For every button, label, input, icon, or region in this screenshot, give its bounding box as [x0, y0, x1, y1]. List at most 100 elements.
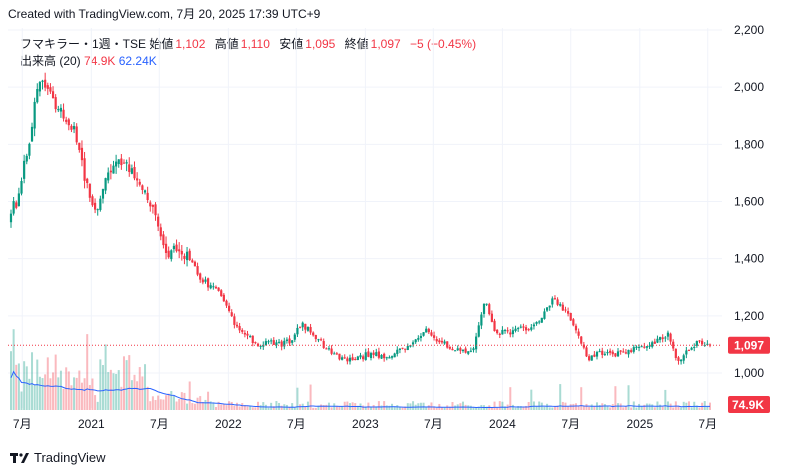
- candle-body: [383, 353, 386, 359]
- candle-body: [706, 343, 709, 345]
- candle-body: [356, 356, 359, 361]
- volume-bar: [88, 385, 91, 410]
- candles: [9, 72, 712, 365]
- volume-bar: [128, 355, 131, 410]
- candle-body: [330, 348, 333, 354]
- candle-body: [551, 298, 554, 305]
- volume-bar: [33, 384, 36, 410]
- volume-bar: [86, 334, 89, 410]
- y-tick-label: 1,800: [734, 137, 764, 151]
- candle-body: [59, 107, 63, 112]
- volume-bar: [419, 402, 422, 410]
- volume-bar: [485, 406, 488, 410]
- volume-bar: [645, 403, 648, 410]
- volume-bar: [448, 406, 451, 410]
- volume-bar: [296, 387, 299, 410]
- candle-body: [249, 336, 252, 338]
- volume-bar: [20, 391, 23, 410]
- volume-bar: [222, 403, 225, 410]
- candle-body: [485, 303, 488, 305]
- candle-body: [15, 202, 18, 208]
- candle-body: [490, 313, 493, 322]
- volume-bar: [159, 399, 162, 410]
- candle-body: [664, 337, 667, 339]
- candle-body: [364, 352, 367, 360]
- candle-body: [427, 328, 430, 333]
- candle-body: [28, 143, 31, 156]
- volume-bar: [393, 406, 396, 410]
- volume-bar: [154, 399, 157, 410]
- candle-body: [201, 279, 204, 283]
- time-axis[interactable]: 7月 2021 7月 2022 7月 2023 7月 2024 7月 2025 7月: [13, 417, 717, 431]
- volume-bar: [383, 401, 386, 410]
- volume-bar: [640, 406, 643, 410]
- volume-bar: [469, 405, 472, 410]
- volume-bar: [574, 403, 577, 410]
- candle-body: [230, 312, 233, 317]
- candle-body: [12, 201, 15, 214]
- volume-bar: [249, 406, 252, 410]
- candle-body: [96, 209, 99, 211]
- candle-body: [93, 202, 97, 210]
- candle-body: [104, 178, 107, 191]
- volume-bar: [275, 401, 278, 410]
- symbol-label: フマキラー・1週・TSE: [20, 37, 147, 51]
- candle-body: [283, 340, 286, 347]
- volume-bar: [335, 405, 338, 410]
- volume-bar: [217, 401, 220, 410]
- price-axis[interactable]: 2,200 2,000 1,800 1,600 1,400 1,200 1,000: [734, 23, 764, 380]
- candle-body: [543, 311, 546, 319]
- candle-body: [559, 304, 562, 306]
- volume-bar: [44, 374, 47, 410]
- volume-bar: [375, 406, 378, 410]
- x-tick-label: 2023: [352, 417, 379, 431]
- candle-body: [430, 332, 433, 336]
- candle-body: [151, 205, 155, 207]
- volume-bar: [425, 407, 428, 410]
- candle-body: [695, 341, 698, 346]
- chart-credit: Created with TradingView.com, 7月 20, 202…: [8, 7, 321, 21]
- volume-bar: [572, 403, 575, 410]
- candle-body: [651, 342, 654, 347]
- candle-body: [75, 126, 78, 143]
- volume-bar: [175, 401, 178, 410]
- candle-body: [301, 322, 304, 328]
- candle-body: [514, 328, 517, 331]
- volume-bar: [125, 360, 128, 410]
- volume-bar: [398, 406, 401, 410]
- volume-bar: [157, 395, 160, 410]
- candle-body: [588, 356, 591, 361]
- candle-body: [9, 213, 13, 223]
- volume-bar: [590, 404, 593, 410]
- y-tick-label: 2,000: [734, 80, 764, 94]
- candle-body: [254, 342, 257, 344]
- candle-body: [246, 333, 249, 336]
- candle-body: [527, 329, 530, 331]
- volume-bar: [41, 378, 44, 410]
- volume-bar: [530, 389, 533, 410]
- volume-bar: [380, 405, 383, 410]
- volume-bar: [317, 405, 320, 410]
- candle-body: [346, 358, 349, 362]
- volume-ma-value: 62.24K: [118, 54, 157, 68]
- volume-bar: [280, 405, 283, 410]
- candle-body: [685, 350, 688, 355]
- candle-body: [535, 321, 538, 324]
- volume-bar: [96, 401, 99, 410]
- footer-brand[interactable]: TradingView: [10, 450, 106, 465]
- volume-bar: [490, 407, 493, 410]
- x-tick-label: 7月: [150, 417, 169, 431]
- volume-bar: [309, 384, 312, 410]
- y-tick-label: 2,200: [734, 23, 764, 37]
- candle-body: [277, 341, 281, 343]
- volume-bar: [170, 391, 173, 410]
- volume-bar: [246, 406, 249, 410]
- volume-bar: [49, 378, 52, 410]
- candle-body: [635, 346, 638, 348]
- y-tick-label: 1,400: [734, 252, 764, 266]
- volume-bar: [661, 406, 664, 410]
- volume-bar: [25, 366, 28, 410]
- candle-body: [243, 332, 246, 335]
- candle-body: [375, 352, 378, 356]
